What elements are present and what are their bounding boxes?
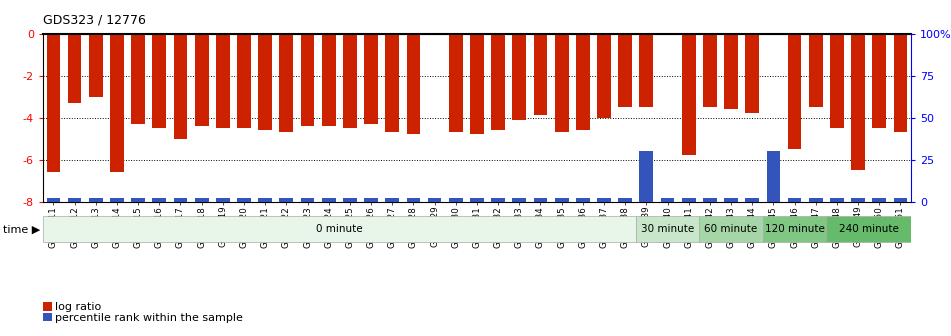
Bar <box>301 198 315 202</box>
Bar <box>636 216 699 242</box>
Bar <box>554 198 569 202</box>
Bar <box>470 198 484 202</box>
Bar <box>639 34 653 107</box>
Bar <box>492 34 505 130</box>
Bar <box>699 216 763 242</box>
Bar <box>195 34 208 126</box>
Bar <box>894 34 907 132</box>
Bar <box>406 34 420 134</box>
Bar <box>385 198 399 202</box>
Bar <box>43 313 52 322</box>
Bar <box>43 216 636 242</box>
Bar <box>809 198 823 202</box>
Bar <box>152 198 166 202</box>
Bar <box>88 198 103 202</box>
Bar <box>216 198 230 202</box>
Bar <box>152 34 166 128</box>
Bar <box>321 34 336 126</box>
Bar <box>534 198 548 202</box>
Text: 30 minute: 30 minute <box>641 224 694 234</box>
Bar <box>385 34 399 132</box>
Bar <box>787 34 802 149</box>
Bar <box>724 34 738 109</box>
Text: percentile rank within the sample: percentile rank within the sample <box>55 312 243 323</box>
Bar <box>492 198 505 202</box>
Text: 60 minute: 60 minute <box>705 224 758 234</box>
Bar <box>682 34 695 155</box>
Bar <box>364 198 378 202</box>
Bar <box>216 34 230 128</box>
Bar <box>343 34 357 128</box>
Bar <box>343 198 357 202</box>
Bar <box>618 34 632 107</box>
Bar <box>597 198 611 202</box>
Bar <box>618 198 632 202</box>
Bar <box>809 34 823 107</box>
Bar <box>428 198 441 202</box>
Text: time ▶: time ▶ <box>3 224 40 234</box>
Bar <box>68 198 82 202</box>
Bar <box>513 198 526 202</box>
Bar <box>110 198 124 202</box>
Bar <box>767 151 780 202</box>
Bar <box>894 198 907 202</box>
Bar <box>872 198 886 202</box>
Text: 240 minute: 240 minute <box>839 224 899 234</box>
Bar <box>830 198 844 202</box>
Bar <box>661 198 674 202</box>
Bar <box>449 198 462 202</box>
Bar <box>703 198 717 202</box>
Bar <box>682 198 695 202</box>
Bar <box>826 216 911 242</box>
Bar <box>364 34 378 124</box>
Bar <box>830 34 844 128</box>
Bar <box>724 198 738 202</box>
Bar <box>88 34 103 97</box>
Bar <box>787 198 802 202</box>
Bar <box>43 302 52 310</box>
Bar <box>851 198 865 202</box>
Bar <box>174 34 187 138</box>
Bar <box>237 198 251 202</box>
Bar <box>47 198 60 202</box>
Bar <box>68 34 82 103</box>
Bar <box>470 34 484 134</box>
Text: 0 minute: 0 minute <box>316 224 362 234</box>
Bar <box>406 198 420 202</box>
Bar <box>174 198 187 202</box>
Bar <box>872 34 886 128</box>
Text: log ratio: log ratio <box>55 302 102 311</box>
Bar <box>259 198 272 202</box>
Bar <box>280 34 293 132</box>
Bar <box>195 198 208 202</box>
Bar <box>576 198 590 202</box>
Bar <box>597 34 611 118</box>
Bar <box>534 34 548 116</box>
Bar <box>513 34 526 120</box>
Bar <box>131 198 145 202</box>
Bar <box>280 198 293 202</box>
Text: 120 minute: 120 minute <box>765 224 825 234</box>
Bar <box>259 34 272 130</box>
Bar <box>321 198 336 202</box>
Bar <box>301 34 315 126</box>
Bar <box>47 34 60 172</box>
Bar <box>746 198 759 202</box>
Bar <box>449 34 462 132</box>
Bar <box>131 34 145 124</box>
Bar <box>703 34 717 107</box>
Text: GDS323 / 12776: GDS323 / 12776 <box>43 13 146 27</box>
Bar <box>763 216 826 242</box>
Bar <box>851 34 865 170</box>
Bar <box>237 34 251 128</box>
Bar <box>746 34 759 114</box>
Bar <box>576 34 590 130</box>
Bar <box>554 34 569 132</box>
Bar <box>639 151 653 202</box>
Bar <box>110 34 124 172</box>
